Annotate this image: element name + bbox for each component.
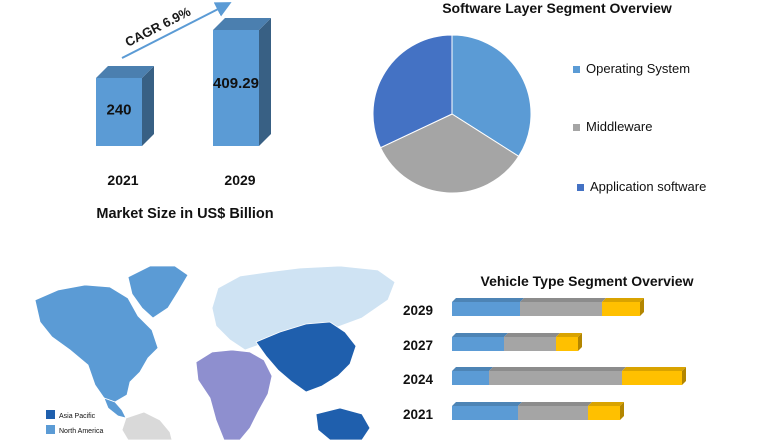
map-region-europe bbox=[211, 265, 396, 351]
vehicle-segment-2029-0 bbox=[452, 302, 520, 316]
map-region-greenland bbox=[127, 265, 189, 319]
vehicle-segment-top bbox=[622, 367, 686, 371]
map-region-north-america bbox=[34, 284, 159, 403]
market-chart-title: Market Size in US$ Billion bbox=[96, 206, 273, 222]
vehicle-chart-title: Vehicle Type Segment Overview bbox=[481, 273, 694, 289]
market-bar-2021 bbox=[96, 77, 142, 146]
market-bar-value-label: 409.29 bbox=[213, 75, 259, 92]
vehicle-segment-2024-1 bbox=[489, 371, 622, 385]
software-pie-chart bbox=[372, 34, 532, 194]
vehicle-segment-2029-2 bbox=[602, 302, 640, 316]
vehicle-segment-2027-0 bbox=[452, 337, 504, 351]
map-region-south-america bbox=[121, 411, 173, 440]
pie-legend-label: Operating System bbox=[586, 61, 690, 76]
vehicle-segment-top bbox=[489, 367, 626, 371]
vehicle-segment-2027-1 bbox=[504, 337, 556, 351]
vehicle-segment-top bbox=[556, 333, 582, 337]
pie-legend-swatch bbox=[573, 66, 580, 73]
vehicle-segment-2021-1 bbox=[518, 406, 588, 420]
market-year-label: 2021 bbox=[107, 172, 138, 188]
vehicle-segment-top bbox=[602, 298, 644, 302]
market-bar-value-label: 240 bbox=[106, 102, 131, 119]
vehicle-year-label: 2029 bbox=[403, 303, 433, 318]
vehicle-segment-top bbox=[452, 367, 493, 371]
vehicle-year-label: 2024 bbox=[403, 372, 434, 387]
pie-legend-swatch bbox=[577, 184, 584, 191]
vehicle-bar-end bbox=[578, 333, 582, 351]
vehicle-segment-top bbox=[452, 298, 524, 302]
software-pie-legend: Operating System Middleware Application so… bbox=[573, 61, 706, 194]
cagr-annotation: CAGR 6.9% bbox=[121, 2, 232, 59]
vehicle-segment-2021-0 bbox=[452, 406, 518, 420]
pie-legend-label: Middleware bbox=[586, 119, 652, 134]
map-region-middle-east-africa bbox=[195, 349, 273, 440]
pie-legend-label: Application software bbox=[590, 179, 706, 194]
vehicle-bar-end bbox=[682, 367, 686, 385]
map-legend-swatch-asia-pacific bbox=[46, 410, 55, 419]
map-legend-asia-pacific: Asia Pacific bbox=[59, 413, 96, 420]
map-region-asia-pacific bbox=[255, 321, 357, 393]
vehicle-segment-top bbox=[452, 402, 522, 406]
market-bar-2029 bbox=[213, 30, 259, 146]
vehicle-bar-end bbox=[640, 298, 644, 316]
market-bar-top bbox=[96, 65, 154, 78]
vehicle-segment-top bbox=[452, 333, 508, 337]
vehicle-segment-2024-2 bbox=[622, 371, 682, 385]
vehicle-segment-2021-2 bbox=[588, 406, 620, 420]
vehicle-year-label: 2021 bbox=[403, 407, 434, 422]
market-year-label: 2029 bbox=[224, 172, 255, 188]
vehicle-bar-end bbox=[620, 402, 624, 420]
market-bar-side bbox=[142, 65, 154, 146]
pie-legend-swatch bbox=[573, 124, 580, 131]
map-region-australia bbox=[315, 407, 371, 440]
map-legend-north-america: North America bbox=[59, 428, 103, 435]
vehicle-segment-2027-2 bbox=[556, 337, 578, 351]
vehicle-segment-top bbox=[504, 333, 560, 337]
pie-slice-middleware bbox=[379, 113, 520, 194]
vehicle-segment-top bbox=[588, 402, 624, 406]
world-map: Asia Pacific North America bbox=[34, 265, 396, 440]
vehicle-segment-top bbox=[520, 298, 606, 302]
vehicle-year-label: 2027 bbox=[403, 338, 433, 353]
market-bar-top bbox=[213, 18, 271, 30]
vehicle-segment-2029-1 bbox=[520, 302, 602, 316]
vehicle-segment-top bbox=[518, 402, 592, 406]
vehicle-type-chart: 2029 2027 2024 2021 bbox=[403, 298, 686, 422]
vehicle-segment-2024-0 bbox=[452, 371, 489, 385]
software-pie-title: Software Layer Segment Overview bbox=[442, 0, 672, 16]
market-bar-side bbox=[259, 18, 271, 146]
map-legend-swatch-north-america bbox=[46, 425, 55, 434]
market-size-chart: 240 2021 409.29 2029 bbox=[96, 18, 271, 188]
pie-slice-application-software bbox=[372, 34, 453, 149]
